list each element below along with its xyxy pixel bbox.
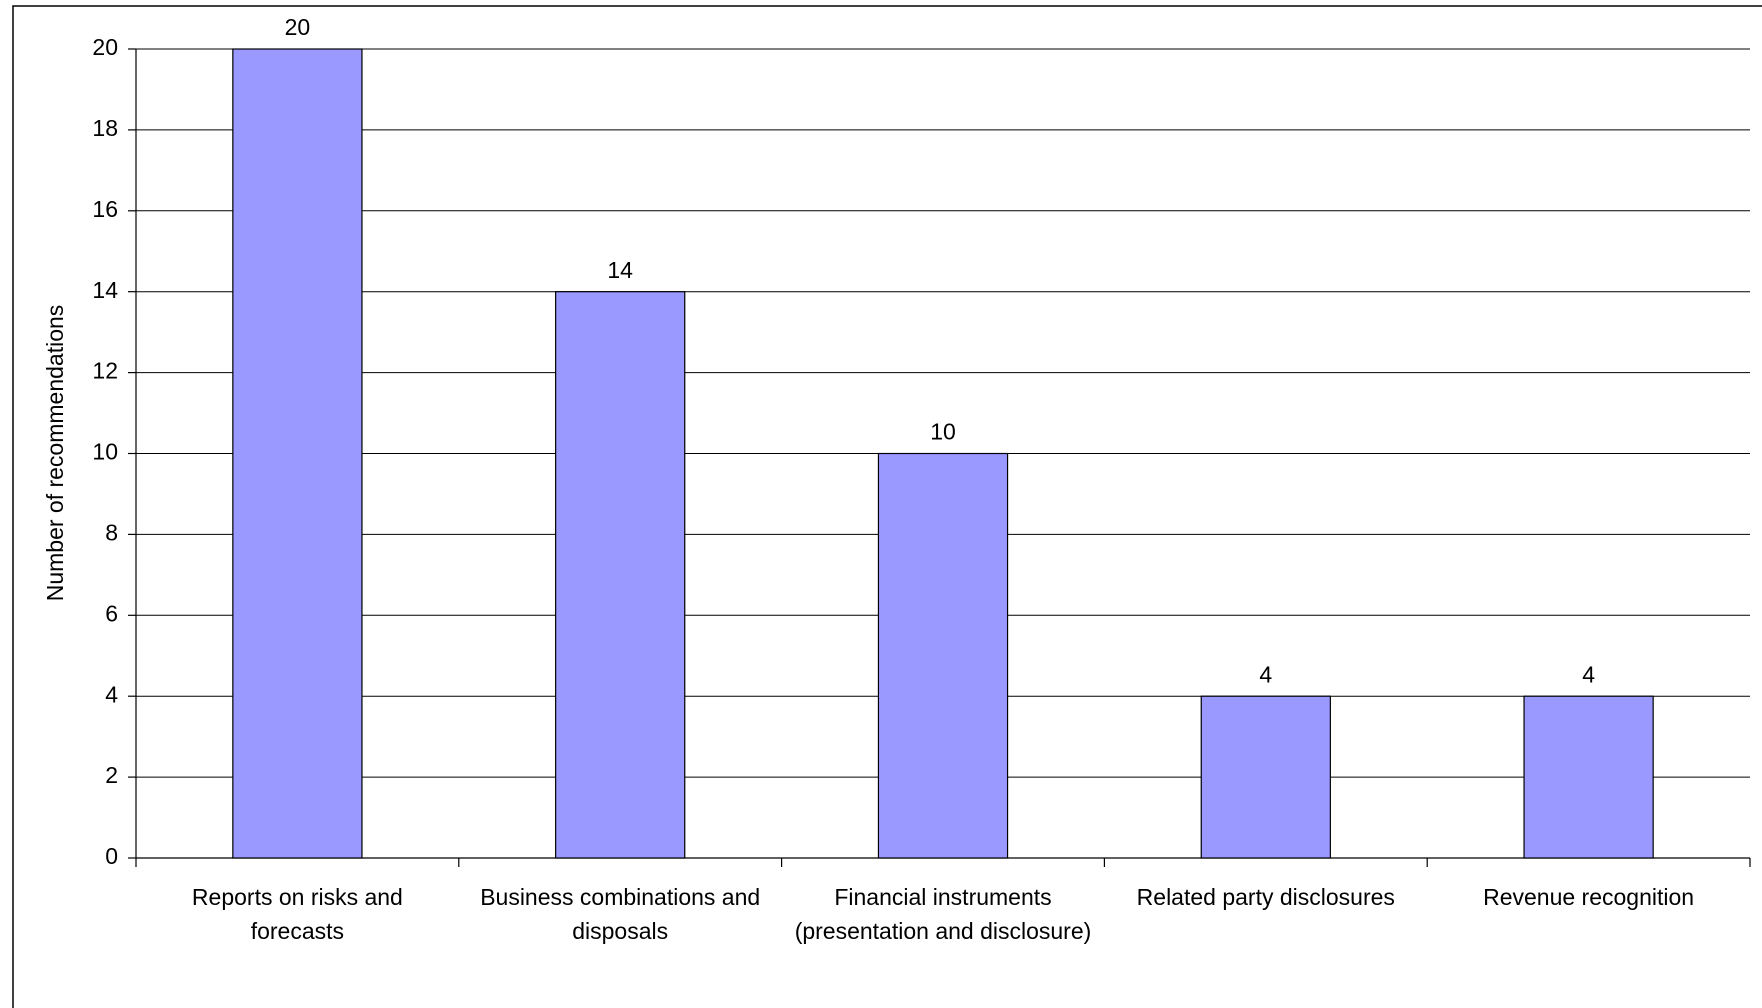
x-tick-label: Reports on risks and forecasts xyxy=(191,884,403,944)
y-tick-label: 0 xyxy=(105,843,118,869)
value-label: 20 xyxy=(285,14,311,40)
y-tick-label: 10 xyxy=(92,439,118,465)
x-tick-label: Business combinations and disposals xyxy=(480,884,761,944)
bar xyxy=(232,48,363,859)
bar xyxy=(1200,695,1331,859)
value-label: 4 xyxy=(1259,661,1272,687)
y-tick-label: 8 xyxy=(105,519,118,545)
x-tick-label: Financial instruments (presentation and … xyxy=(794,884,1092,944)
bar xyxy=(877,452,1009,859)
x-tick-label: Related party disclosures xyxy=(1136,884,1395,910)
y-tick-label: 2 xyxy=(105,762,118,788)
value-label: 14 xyxy=(607,257,633,283)
chart-border xyxy=(12,5,1762,1008)
y-tick-label: 18 xyxy=(92,115,118,141)
bar xyxy=(1523,695,1654,859)
y-tick-label: 6 xyxy=(105,600,118,626)
y-tick-label: 12 xyxy=(92,358,118,384)
value-label: 4 xyxy=(1582,661,1595,687)
value-label: 10 xyxy=(930,419,956,445)
x-tick-label: Revenue recognition xyxy=(1483,884,1695,910)
y-tick-label: 20 xyxy=(92,34,118,60)
y-tick-label: 14 xyxy=(92,277,118,303)
y-axis-title: Number of recommendations xyxy=(42,305,68,602)
bar xyxy=(555,291,686,859)
y-tick-label: 16 xyxy=(92,196,118,222)
y-tick-label: 4 xyxy=(105,681,118,707)
